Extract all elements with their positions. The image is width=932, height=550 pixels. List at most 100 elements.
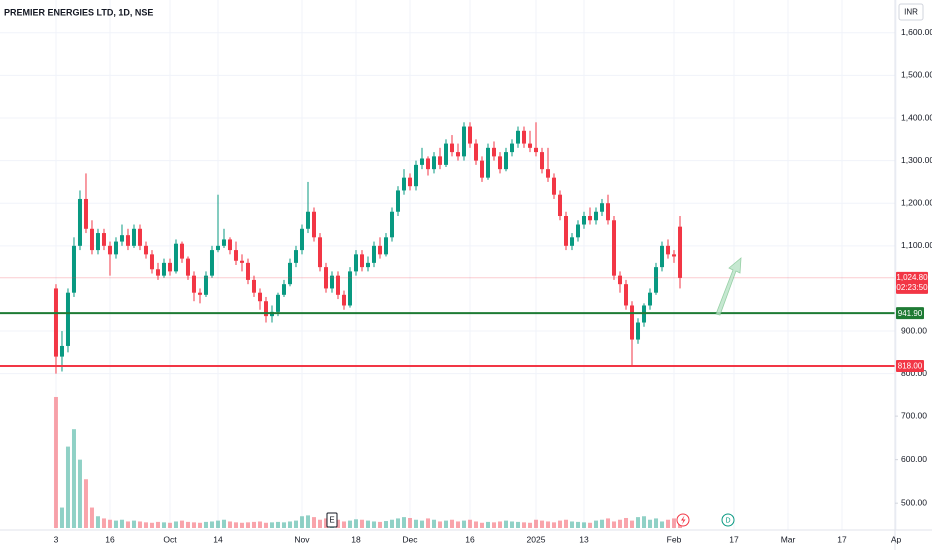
candle-body xyxy=(161,262,166,276)
candle-body xyxy=(77,198,82,246)
volume-bar xyxy=(516,521,521,528)
candle-body xyxy=(299,228,304,251)
volume-bar xyxy=(450,519,455,528)
volume-bar xyxy=(161,522,166,528)
candle-body xyxy=(371,245,376,263)
x-tick-label: 14 xyxy=(213,534,223,544)
volume-bar xyxy=(233,522,238,528)
currency-box[interactable] xyxy=(898,3,924,21)
volume-bar xyxy=(660,521,665,528)
volume-bar xyxy=(588,522,593,528)
candle-body xyxy=(365,262,370,268)
candle-body xyxy=(468,126,473,144)
volume-bar xyxy=(594,520,599,528)
volume-bar xyxy=(281,522,286,528)
volume-bar xyxy=(65,446,70,528)
volume-bar xyxy=(401,517,406,528)
volume-bar xyxy=(341,521,346,528)
volume-bar xyxy=(582,522,587,528)
volume-bar xyxy=(215,520,220,528)
x-tick-label: Feb xyxy=(667,534,682,544)
volume-bar xyxy=(395,518,400,528)
volume-bar xyxy=(377,521,382,528)
candle-body xyxy=(462,126,467,157)
volume-bar xyxy=(528,522,533,528)
candle-body xyxy=(401,177,406,191)
candle-body xyxy=(305,211,310,229)
x-tick-label: 17 xyxy=(837,534,847,544)
volume-bar xyxy=(221,519,226,528)
candle-body xyxy=(53,288,58,357)
candle-body xyxy=(498,156,503,170)
volume-bar xyxy=(293,520,298,528)
last-price-box xyxy=(896,271,928,294)
volume-bar xyxy=(456,521,461,528)
volume-bar xyxy=(383,521,388,528)
candle-body xyxy=(143,245,148,255)
volume-bar xyxy=(299,516,304,528)
volume-bar xyxy=(540,520,545,528)
volume-bar xyxy=(197,522,202,528)
volume-bar xyxy=(666,519,671,528)
candle-body xyxy=(588,216,593,221)
x-tick-label: 16 xyxy=(465,534,475,544)
candle-body xyxy=(395,190,400,212)
candle-body xyxy=(239,260,244,263)
y-tick-label: 1,600.00 xyxy=(901,27,932,37)
candle-body xyxy=(95,233,100,251)
volume-bar xyxy=(113,520,118,528)
volume-bar xyxy=(227,521,232,528)
x-tick-label: Mar xyxy=(781,534,796,544)
candle-body xyxy=(155,269,160,276)
volume-bar xyxy=(492,522,497,528)
volume-bar xyxy=(486,521,491,528)
candle-body xyxy=(65,292,70,346)
candle-body xyxy=(293,250,298,263)
x-tick-label: 3 xyxy=(54,534,59,544)
volume-bar xyxy=(648,519,653,528)
x-tick-label: 2025 xyxy=(527,534,546,544)
candle-body xyxy=(594,211,599,221)
volume-tick-label: 700.00 xyxy=(901,410,927,420)
volume-bar xyxy=(95,516,100,528)
candle-body xyxy=(101,233,106,246)
candle-body xyxy=(413,164,418,187)
volume-bar xyxy=(600,519,605,528)
level-label: 818.00 xyxy=(898,362,923,371)
volume-bar xyxy=(654,518,659,528)
volume-bar xyxy=(576,521,581,528)
candle-body xyxy=(534,147,539,153)
candle-body xyxy=(636,322,641,340)
candle-body xyxy=(504,152,509,170)
candle-body xyxy=(443,143,448,165)
candle-body xyxy=(263,301,268,317)
candle-body xyxy=(71,245,76,293)
candle-body xyxy=(341,294,346,306)
candle-body xyxy=(119,235,124,242)
candle-body xyxy=(510,143,515,153)
volume-bar xyxy=(419,520,424,528)
volume-bar xyxy=(167,522,172,528)
candle-body xyxy=(251,279,256,293)
volume-bar xyxy=(347,520,352,528)
plot xyxy=(0,122,895,528)
x-tick-label: Nov xyxy=(294,534,310,544)
candle-body xyxy=(311,211,316,238)
volume-bar xyxy=(311,517,316,528)
y-tick-label: 1,400.00 xyxy=(901,112,932,122)
candle-body xyxy=(522,130,527,144)
volume-bar xyxy=(77,459,82,528)
candle-body xyxy=(600,203,605,212)
event-box xyxy=(326,512,338,528)
candle-body xyxy=(612,220,617,276)
volume-bar xyxy=(612,521,617,528)
candle-body xyxy=(558,194,563,217)
volume-bar xyxy=(143,522,148,528)
candle-body xyxy=(431,156,436,170)
volume-bar xyxy=(275,521,280,528)
candle-body xyxy=(419,158,424,165)
volume-bar xyxy=(504,520,509,528)
currency[interactable]: INR xyxy=(904,8,918,17)
volume-bar xyxy=(269,522,274,528)
candle-body xyxy=(582,216,587,225)
